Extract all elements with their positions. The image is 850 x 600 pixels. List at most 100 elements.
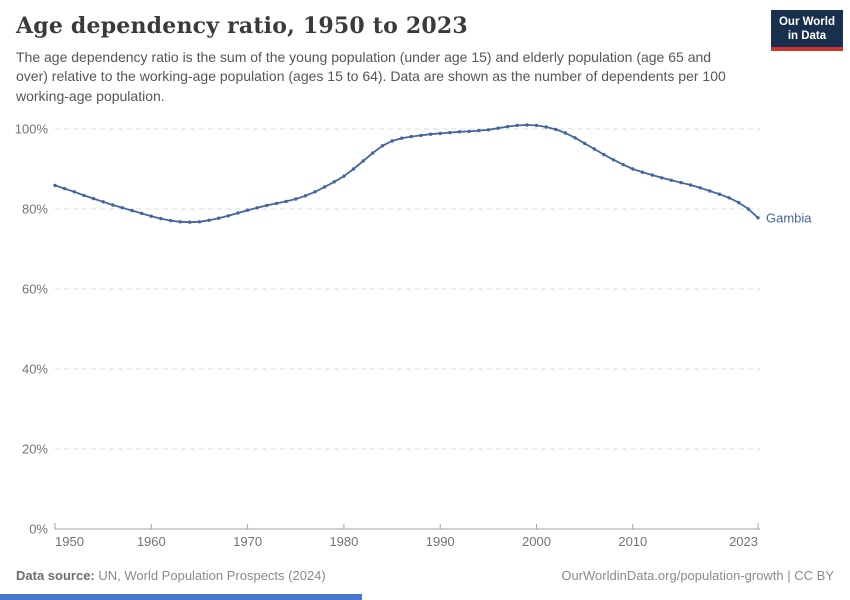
owid-logo-line1: Our World (778, 16, 835, 28)
data-point[interactable] (284, 199, 288, 204)
x-tick-label: 1970 (233, 534, 262, 549)
data-point[interactable] (660, 176, 664, 180)
data-point[interactable] (371, 151, 375, 155)
data-point[interactable] (149, 214, 153, 218)
data-point[interactable] (390, 139, 394, 143)
y-tick-label: 20% (22, 442, 48, 457)
data-point[interactable] (746, 207, 751, 211)
data-point[interactable] (255, 206, 259, 210)
data-point[interactable] (342, 174, 346, 178)
gridlines (55, 128, 760, 450)
data-point[interactable] (727, 196, 731, 200)
data-point[interactable] (544, 125, 548, 129)
data-point[interactable] (322, 185, 327, 189)
data-point[interactable] (159, 216, 163, 221)
data-point[interactable] (380, 144, 385, 148)
data-point[interactable] (737, 200, 741, 205)
data-point[interactable] (265, 203, 269, 208)
data-point[interactable] (226, 214, 230, 218)
data-point[interactable] (91, 196, 96, 201)
data-point[interactable] (245, 208, 250, 212)
x-tick-label: 1990 (426, 534, 455, 549)
x-tick-label: 2000 (522, 534, 551, 549)
data-point[interactable] (534, 123, 539, 128)
data-point[interactable] (756, 216, 760, 220)
data-point[interactable] (207, 218, 211, 222)
x-tick-label: 1960 (137, 534, 166, 549)
y-axis-labels: 0% 20% 40% 60% 80% 100% (15, 122, 49, 537)
data-source-text: UN, World Population Prospects (2024) (94, 568, 326, 583)
data-point[interactable] (217, 216, 221, 220)
data-source-label: Data source: (16, 568, 95, 583)
data-point[interactable] (361, 159, 365, 163)
data-point[interactable] (496, 126, 500, 130)
data-point[interactable] (631, 167, 635, 171)
data-point[interactable] (140, 211, 144, 216)
data-point[interactable] (428, 132, 433, 136)
data-point[interactable] (72, 190, 77, 194)
data-point[interactable] (515, 123, 519, 128)
data-point[interactable] (698, 186, 702, 190)
x-axis (54, 523, 760, 530)
owid-logo-line2: in Data (787, 30, 827, 43)
entity-label-group[interactable]: Gambia (766, 210, 812, 225)
owid-logo[interactable]: Our World in Data (770, 10, 843, 51)
data-point[interactable] (688, 183, 693, 187)
entity-label[interactable]: Gambia (766, 210, 812, 225)
data-point[interactable] (53, 183, 57, 188)
data-point[interactable] (669, 178, 673, 182)
chart-header: Age dependency ratio, 1950 to 2023 The a… (16, 13, 761, 106)
data-point[interactable] (602, 152, 606, 157)
data-point[interactable] (419, 133, 423, 138)
data-point[interactable] (130, 208, 134, 213)
data-point[interactable] (477, 128, 481, 133)
data-point[interactable] (554, 127, 558, 132)
data-point[interactable] (583, 141, 587, 146)
data-point[interactable] (611, 158, 616, 162)
data-point[interactable] (294, 197, 298, 201)
data-point[interactable] (679, 180, 683, 185)
data-point[interactable] (708, 189, 712, 193)
data-point[interactable] (409, 134, 413, 139)
data-point[interactable] (400, 136, 404, 140)
data-point[interactable] (448, 130, 452, 135)
x-tick-label: 1950 (55, 534, 84, 549)
data-point[interactable] (236, 211, 240, 215)
x-tick-label: 2010 (618, 534, 647, 549)
x-tick-label: 2023 (729, 534, 758, 549)
data-point[interactable] (592, 147, 596, 151)
chart-title: Age dependency ratio, 1950 to 2023 (16, 13, 468, 39)
data-point[interactable] (351, 167, 356, 171)
data-point[interactable] (457, 130, 462, 134)
data-point[interactable] (563, 131, 568, 135)
data-point[interactable] (717, 192, 722, 196)
data-point[interactable] (525, 123, 529, 127)
y-tick-label: 60% (22, 282, 48, 297)
data-point[interactable] (274, 201, 279, 206)
data-point[interactable] (303, 194, 308, 198)
data-point[interactable] (188, 220, 192, 224)
x-axis-labels: 1950 1960 1970 1980 1990 2000 2010 2023 (55, 534, 758, 549)
credit-link[interactable]: OurWorldinData.org/population-growth | C… (561, 568, 834, 583)
data-point[interactable] (168, 218, 173, 223)
data-point[interactable] (111, 203, 115, 207)
data-series[interactable] (53, 123, 760, 224)
data-point[interactable] (650, 173, 654, 177)
data-point[interactable] (313, 190, 317, 194)
data-point[interactable] (573, 136, 577, 140)
data-source: Data source: UN, World Population Prospe… (16, 568, 326, 583)
data-point[interactable] (621, 162, 625, 167)
data-point[interactable] (467, 129, 471, 134)
data-point[interactable] (640, 170, 645, 174)
data-point[interactable] (332, 180, 336, 184)
data-point[interactable] (197, 220, 202, 224)
data-point[interactable] (82, 193, 86, 198)
data-point[interactable] (505, 124, 510, 129)
data-point[interactable] (120, 206, 125, 210)
data-point[interactable] (486, 128, 491, 132)
data-point[interactable] (438, 131, 442, 136)
data-point[interactable] (62, 186, 67, 191)
data-point[interactable] (178, 220, 182, 224)
data-point[interactable] (101, 200, 105, 204)
